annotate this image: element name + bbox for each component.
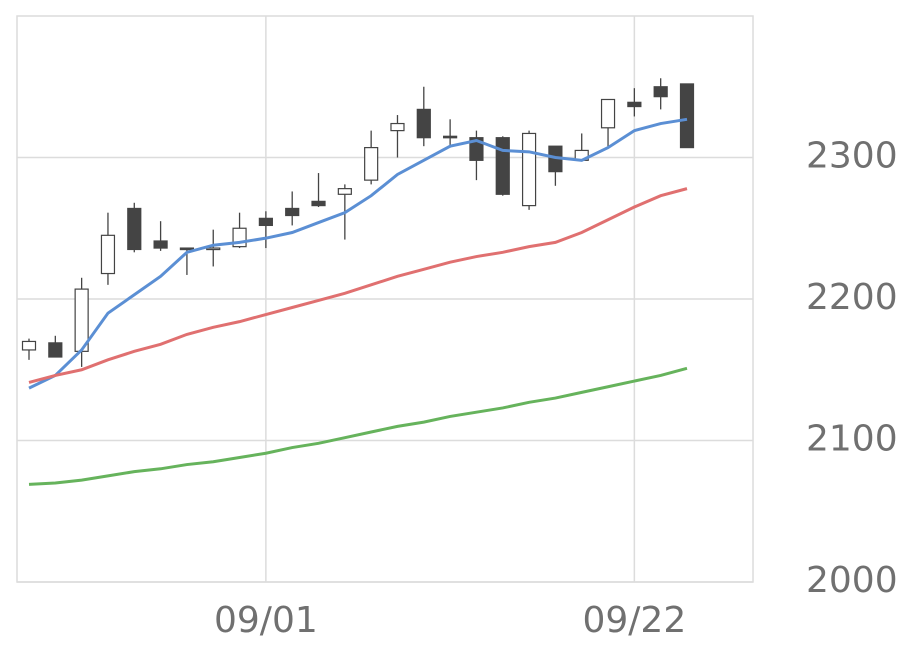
- candle-body: [495, 137, 510, 195]
- candle-body: [469, 137, 484, 161]
- candle-body: [100, 234, 116, 275]
- candle-body: [600, 98, 616, 129]
- candle-body: [627, 101, 642, 108]
- x-tick-label: 09/01: [214, 600, 318, 641]
- moving-average-line: [28, 117, 688, 390]
- candle-body: [390, 122, 405, 132]
- candle-body: [179, 247, 195, 251]
- candle-body: [127, 207, 142, 251]
- y-tick-label: 2200: [806, 277, 898, 318]
- candle-body: [679, 83, 695, 149]
- candle-body: [311, 200, 326, 207]
- candle-body: [206, 247, 221, 251]
- candle-body: [258, 217, 273, 227]
- candle-body: [153, 240, 168, 249]
- candle-body: [443, 135, 458, 139]
- candle-body: [337, 188, 352, 195]
- moving-average-line: [28, 187, 688, 384]
- y-tick-label: 2300: [806, 136, 898, 177]
- candle-body: [521, 132, 537, 207]
- candle-body: [653, 86, 668, 98]
- y-tick-label: 2000: [806, 560, 898, 601]
- candle-body: [416, 108, 431, 139]
- y-tick-label: 2100: [806, 419, 898, 460]
- candle-body: [48, 342, 63, 358]
- candle-body: [364, 146, 379, 181]
- candle-body: [21, 340, 37, 351]
- x-tick-label: 09/22: [582, 600, 686, 641]
- moving-average-line: [28, 366, 688, 486]
- candle-body: [285, 207, 300, 217]
